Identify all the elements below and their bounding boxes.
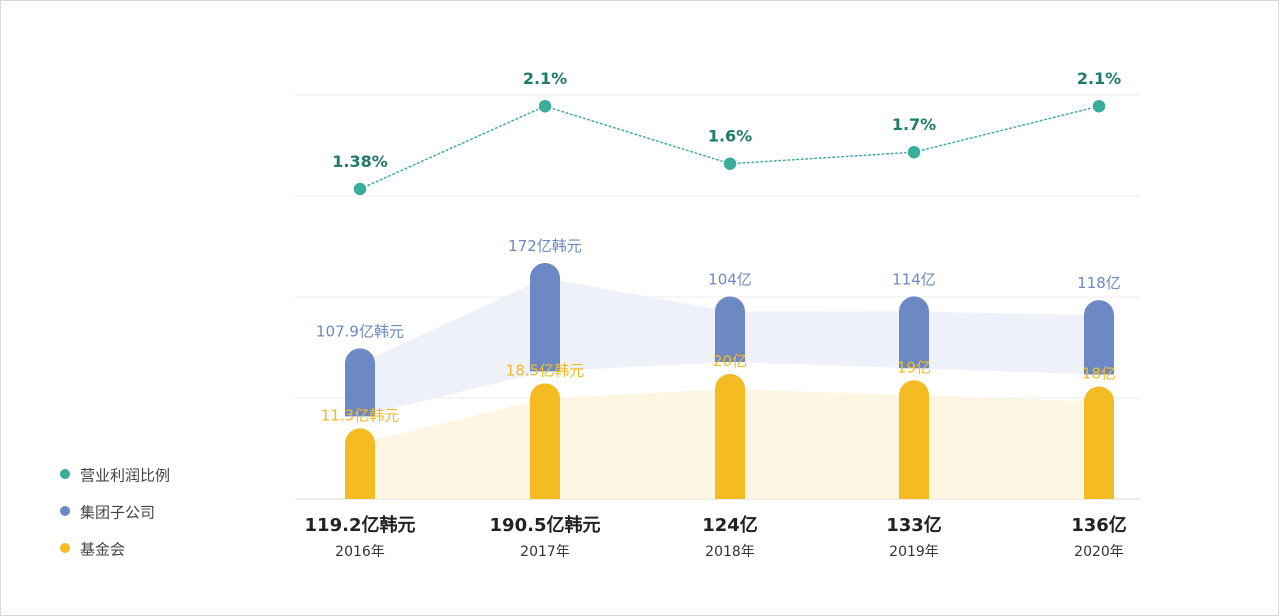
- subsidiary-label-4: 118亿: [1077, 274, 1121, 292]
- foundation-label-0: 11.3亿韩元: [321, 406, 399, 424]
- bar-foundation-4: [1084, 386, 1114, 499]
- bar-subsidiary-4: [1084, 300, 1114, 375]
- ratio-series-line: [359, 105, 1100, 190]
- ratio-point-3: [906, 144, 922, 160]
- bar-subsidiary-3: [899, 296, 929, 369]
- bars: [345, 263, 1114, 499]
- foundation-label-2: 20亿: [713, 352, 747, 370]
- total-label-0: 119.2亿韩元: [305, 514, 416, 536]
- subsidiary-label-1: 172亿韩元: [508, 237, 582, 255]
- ratio-point-4: [1091, 98, 1107, 114]
- x-axis: 119.2亿韩元 2016年 190.5亿韩元 2017年 124亿 2018年 133亿 2…: [305, 514, 1127, 560]
- subsidiary-label-0: 107.9亿韩元: [316, 322, 404, 340]
- total-label-4: 136亿: [1071, 514, 1127, 536]
- legend-item-foundation: 基金会: [60, 537, 170, 574]
- ratio-point-0: [352, 181, 368, 197]
- subsidiary-label-2: 104亿: [708, 270, 752, 288]
- year-tick-label-3: 2019年: [889, 544, 939, 560]
- bar-foundation-3: [899, 380, 929, 499]
- bar-foundation-1: [530, 383, 560, 499]
- legend: 营业利润比例 集团子公司 基金会: [60, 463, 170, 574]
- subsidiary-label-3: 114亿: [892, 270, 936, 288]
- ratio-label-3: 1.7%: [892, 115, 936, 134]
- data-labels: 1.38% 107.9亿韩元 11.3亿韩元 2.1% 172亿韩元 18.5亿韩元 1.6…: [316, 69, 1121, 424]
- legend-label-subsidiary: 集团子公司: [80, 503, 156, 522]
- ratio-label-2: 1.6%: [708, 127, 752, 146]
- legend-label-ratio: 营业利润比例: [80, 466, 171, 485]
- legend-item-subsidiary: 集团子公司: [60, 500, 170, 537]
- legend-marker-ratio: [60, 469, 70, 479]
- bar-foundation-0: [345, 428, 375, 499]
- legend-marker-foundation: [60, 543, 70, 553]
- legend-item-ratio: 营业利润比例: [60, 463, 170, 500]
- total-label-1: 190.5亿韩元: [490, 514, 601, 536]
- ratio-point-1: [537, 98, 553, 114]
- bar-subsidiary-0: [345, 348, 375, 417]
- year-tick-label-0: 2016年: [335, 544, 385, 560]
- year-tick-label-1: 2017年: [520, 544, 570, 560]
- foundation-label-1: 18.5亿韩元: [506, 361, 584, 379]
- total-label-2: 124亿: [702, 514, 758, 536]
- ratio-label-4: 2.1%: [1077, 69, 1121, 88]
- legend-marker-subsidiary: [60, 506, 70, 516]
- foundation-label-4: 18亿: [1082, 365, 1116, 383]
- total-label-3: 133亿: [886, 514, 942, 536]
- ratio-point-2: [722, 155, 738, 172]
- year-tick-label-2: 2018年: [705, 544, 755, 560]
- bar-foundation-2: [715, 374, 745, 499]
- bar-subsidiary-2: [715, 296, 745, 362]
- bar-subsidiary-1: [530, 263, 560, 372]
- ratio-label-0: 1.38%: [332, 152, 388, 171]
- foundation-label-3: 19亿: [897, 358, 931, 376]
- ratio-line: [352, 98, 1107, 197]
- ratio-label-1: 2.1%: [523, 69, 567, 88]
- year-tick-label-4: 2020年: [1074, 544, 1124, 560]
- legend-label-foundation: 基金会: [80, 540, 126, 559]
